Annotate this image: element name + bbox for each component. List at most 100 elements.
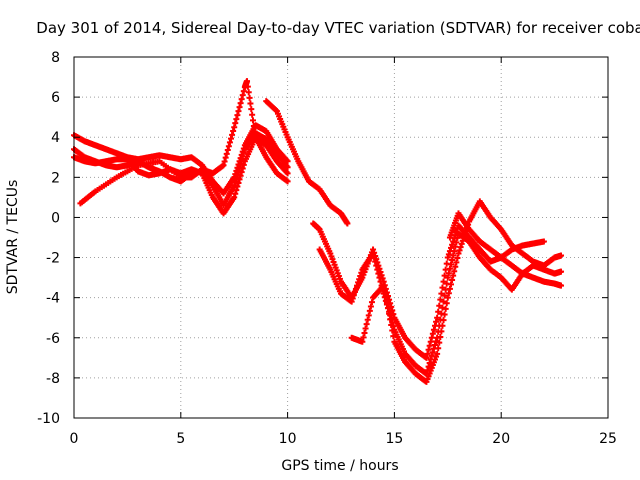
series-track-8	[348, 198, 565, 385]
data-point	[446, 265, 453, 272]
data-point	[231, 124, 238, 131]
data-point	[365, 312, 372, 319]
x-tick-label: 5	[176, 431, 185, 447]
data-point	[448, 281, 455, 288]
data-point	[387, 316, 394, 323]
data-point	[456, 247, 463, 254]
data-point	[375, 270, 382, 277]
data-point	[237, 160, 244, 167]
data-point	[371, 254, 378, 261]
data-point	[427, 338, 434, 345]
data-point	[220, 162, 227, 169]
data-point	[225, 143, 232, 150]
data-point	[235, 167, 242, 174]
data-point	[424, 350, 431, 357]
data-point	[372, 258, 379, 265]
y-tick-label: -6	[46, 331, 60, 347]
data-point	[446, 285, 453, 292]
data-point	[438, 328, 445, 335]
data-point	[383, 299, 390, 306]
y-tick-label: 8	[51, 50, 60, 66]
data-point	[460, 234, 467, 241]
data-point	[351, 289, 358, 296]
data-point	[356, 276, 363, 283]
data-point	[441, 292, 448, 299]
data-point	[558, 282, 565, 289]
data-point	[426, 342, 433, 349]
y-tick-label: -8	[46, 371, 60, 387]
data-point	[350, 292, 357, 299]
data-point	[239, 92, 246, 99]
data-point	[461, 231, 468, 238]
data-point	[234, 112, 241, 119]
data-point	[249, 117, 256, 124]
data-point	[435, 345, 442, 352]
data-point	[390, 333, 397, 340]
data-point	[235, 108, 242, 115]
data-point	[443, 300, 450, 307]
y-tick-label: 4	[51, 130, 60, 146]
data-point	[388, 321, 395, 328]
data-point	[440, 278, 447, 285]
data-point	[237, 100, 244, 107]
data-point	[445, 270, 452, 277]
data-point	[423, 354, 430, 361]
x-tick-label: 0	[70, 431, 79, 447]
data-point	[240, 161, 247, 168]
data-point	[441, 272, 448, 279]
data-point	[454, 254, 461, 261]
data-point	[449, 241, 456, 248]
data-point	[389, 327, 396, 334]
data-point	[433, 318, 440, 325]
data-point	[357, 273, 364, 280]
data-point	[239, 165, 246, 172]
data-point	[386, 310, 393, 317]
data-point	[251, 128, 258, 135]
data-point	[450, 252, 457, 259]
data-point	[359, 338, 366, 345]
y-tick-label: 6	[51, 90, 60, 106]
data-point	[226, 139, 233, 146]
data-point	[382, 293, 389, 300]
data-point	[425, 363, 432, 370]
y-tick-label: 0	[51, 210, 60, 226]
y-tick-label: -2	[46, 251, 60, 267]
data-point	[366, 307, 373, 314]
data-point	[436, 339, 443, 346]
data-point	[449, 277, 456, 284]
data-point	[247, 100, 254, 107]
data-point	[438, 290, 445, 297]
data-point	[374, 266, 381, 273]
data-point	[448, 244, 455, 251]
data-point	[457, 244, 464, 251]
x-tick-label: 15	[385, 431, 403, 447]
data-point	[233, 175, 240, 182]
data-point	[238, 157, 245, 164]
y-tick-label: 2	[51, 170, 60, 186]
data-point	[433, 338, 440, 345]
data-point	[380, 282, 387, 289]
data-point	[431, 341, 438, 348]
data-point	[222, 154, 229, 161]
grid	[74, 57, 608, 418]
data-point	[245, 89, 252, 96]
data-point	[376, 274, 383, 281]
data-point	[451, 248, 458, 255]
data-point	[430, 326, 437, 333]
series-track-5	[263, 98, 351, 227]
data-point	[448, 261, 455, 268]
data-point	[435, 308, 442, 315]
data-point	[453, 239, 460, 246]
data-point	[284, 164, 291, 171]
data-point	[230, 128, 237, 135]
series-track-7	[316, 230, 565, 377]
data-point	[233, 116, 240, 123]
data-point	[244, 78, 251, 85]
data-point	[441, 311, 448, 318]
data-point	[453, 259, 460, 266]
data-point	[444, 294, 451, 301]
data-point	[429, 349, 436, 356]
data-point	[348, 298, 355, 305]
data-point	[236, 164, 243, 171]
data-point	[238, 96, 245, 103]
